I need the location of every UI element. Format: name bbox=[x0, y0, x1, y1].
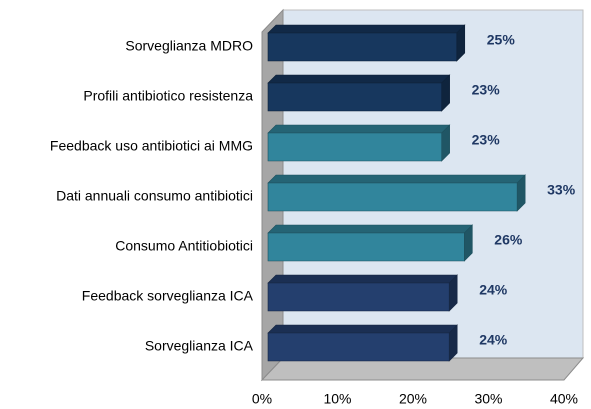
value-label: 24% bbox=[479, 282, 508, 298]
bar bbox=[267, 224, 474, 262]
x-tick-label: 0% bbox=[252, 391, 272, 407]
bar bbox=[267, 74, 451, 112]
x-tick-label: 40% bbox=[550, 391, 578, 407]
y-tick-label: Feedback sorveglianza ICA bbox=[82, 288, 254, 304]
x-tick-label: 30% bbox=[474, 391, 502, 407]
bar bbox=[267, 174, 526, 212]
bar-top bbox=[267, 74, 451, 84]
floor bbox=[260, 357, 585, 381]
bar-front bbox=[267, 132, 442, 162]
bar bbox=[267, 124, 451, 162]
value-label: 23% bbox=[472, 82, 501, 98]
bar-front bbox=[267, 232, 465, 262]
value-label: 24% bbox=[479, 332, 508, 348]
bar-top bbox=[267, 174, 526, 184]
y-tick-label: Profili antibiotico resistenza bbox=[83, 88, 253, 104]
bar-top bbox=[267, 324, 458, 334]
bar bbox=[267, 274, 458, 312]
bar-front bbox=[267, 282, 450, 312]
bar-top bbox=[267, 124, 451, 134]
value-label: 26% bbox=[494, 232, 523, 248]
y-tick-label: Feedback uso antibiotici ai MMG bbox=[50, 138, 253, 154]
bar-front bbox=[267, 32, 458, 62]
value-label: 33% bbox=[547, 182, 576, 198]
bar-front bbox=[267, 82, 442, 112]
bar-top bbox=[267, 224, 474, 234]
y-tick-label: Sorveglianza MDRO bbox=[125, 38, 253, 54]
bar bbox=[267, 24, 466, 62]
bar-top bbox=[267, 24, 466, 34]
bar-top bbox=[267, 274, 458, 284]
y-tick-label: Dati annuali consumo antibiotici bbox=[56, 188, 253, 204]
x-tick-label: 20% bbox=[399, 391, 427, 407]
y-tick-label: Consumo Antitiobiotici bbox=[115, 238, 253, 254]
value-label: 23% bbox=[472, 132, 501, 148]
x-tick-label: 10% bbox=[323, 391, 351, 407]
y-tick-label: Sorveglianza ICA bbox=[145, 338, 254, 354]
bar-front bbox=[267, 182, 518, 212]
bar-front bbox=[267, 332, 450, 362]
bar bbox=[267, 324, 458, 362]
value-label: 25% bbox=[487, 32, 516, 48]
